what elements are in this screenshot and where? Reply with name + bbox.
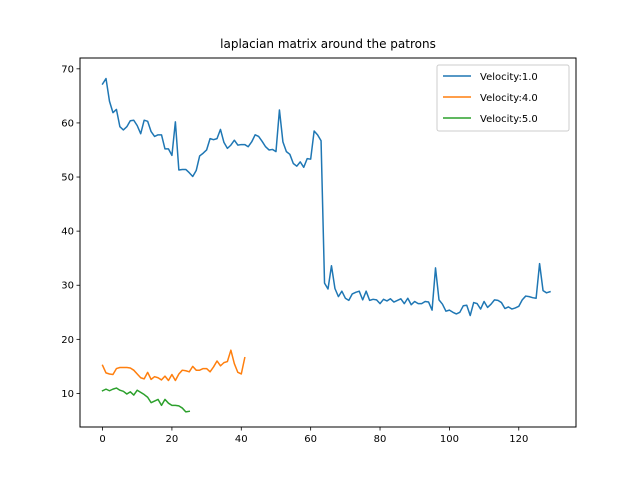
x-tick-label: 20: [166, 434, 179, 445]
y-tick-label: 30: [61, 281, 74, 292]
y-tick-label: 60: [61, 118, 74, 129]
series-line-3: [101, 387, 191, 413]
y-tick-label: 40: [61, 227, 74, 238]
series-line-1: [101, 77, 551, 317]
x-tick-label: 60: [304, 434, 317, 445]
x-tick-label: 100: [440, 434, 459, 445]
legend-label: Velocity:4.0: [480, 93, 538, 104]
y-tick-label: 70: [61, 64, 74, 75]
plot-lines: [101, 77, 551, 413]
y-tick-label: 20: [61, 335, 74, 346]
x-axis: 0 20 40 60 80 100 120: [99, 427, 528, 445]
legend-box: [436, 64, 570, 132]
plot-frame: [79, 57, 577, 428]
x-tick-label: 40: [235, 434, 248, 445]
x-tick-label: 120: [509, 434, 528, 445]
chart-title: laplacian matrix around the patrons: [220, 37, 436, 51]
series-line-2: [101, 349, 246, 382]
y-axis: 10 20 30 40 50 60 70: [61, 64, 80, 400]
legend-label: Velocity:5.0: [480, 114, 538, 125]
x-tick-label: 0: [99, 434, 105, 445]
legend: Velocity:1.0 Velocity:4.0 Velocity:5.0: [436, 64, 570, 132]
y-tick-label: 10: [61, 389, 74, 400]
x-tick-label: 80: [374, 434, 387, 445]
legend-label: Velocity:1.0: [480, 72, 538, 83]
y-tick-label: 50: [61, 173, 74, 184]
